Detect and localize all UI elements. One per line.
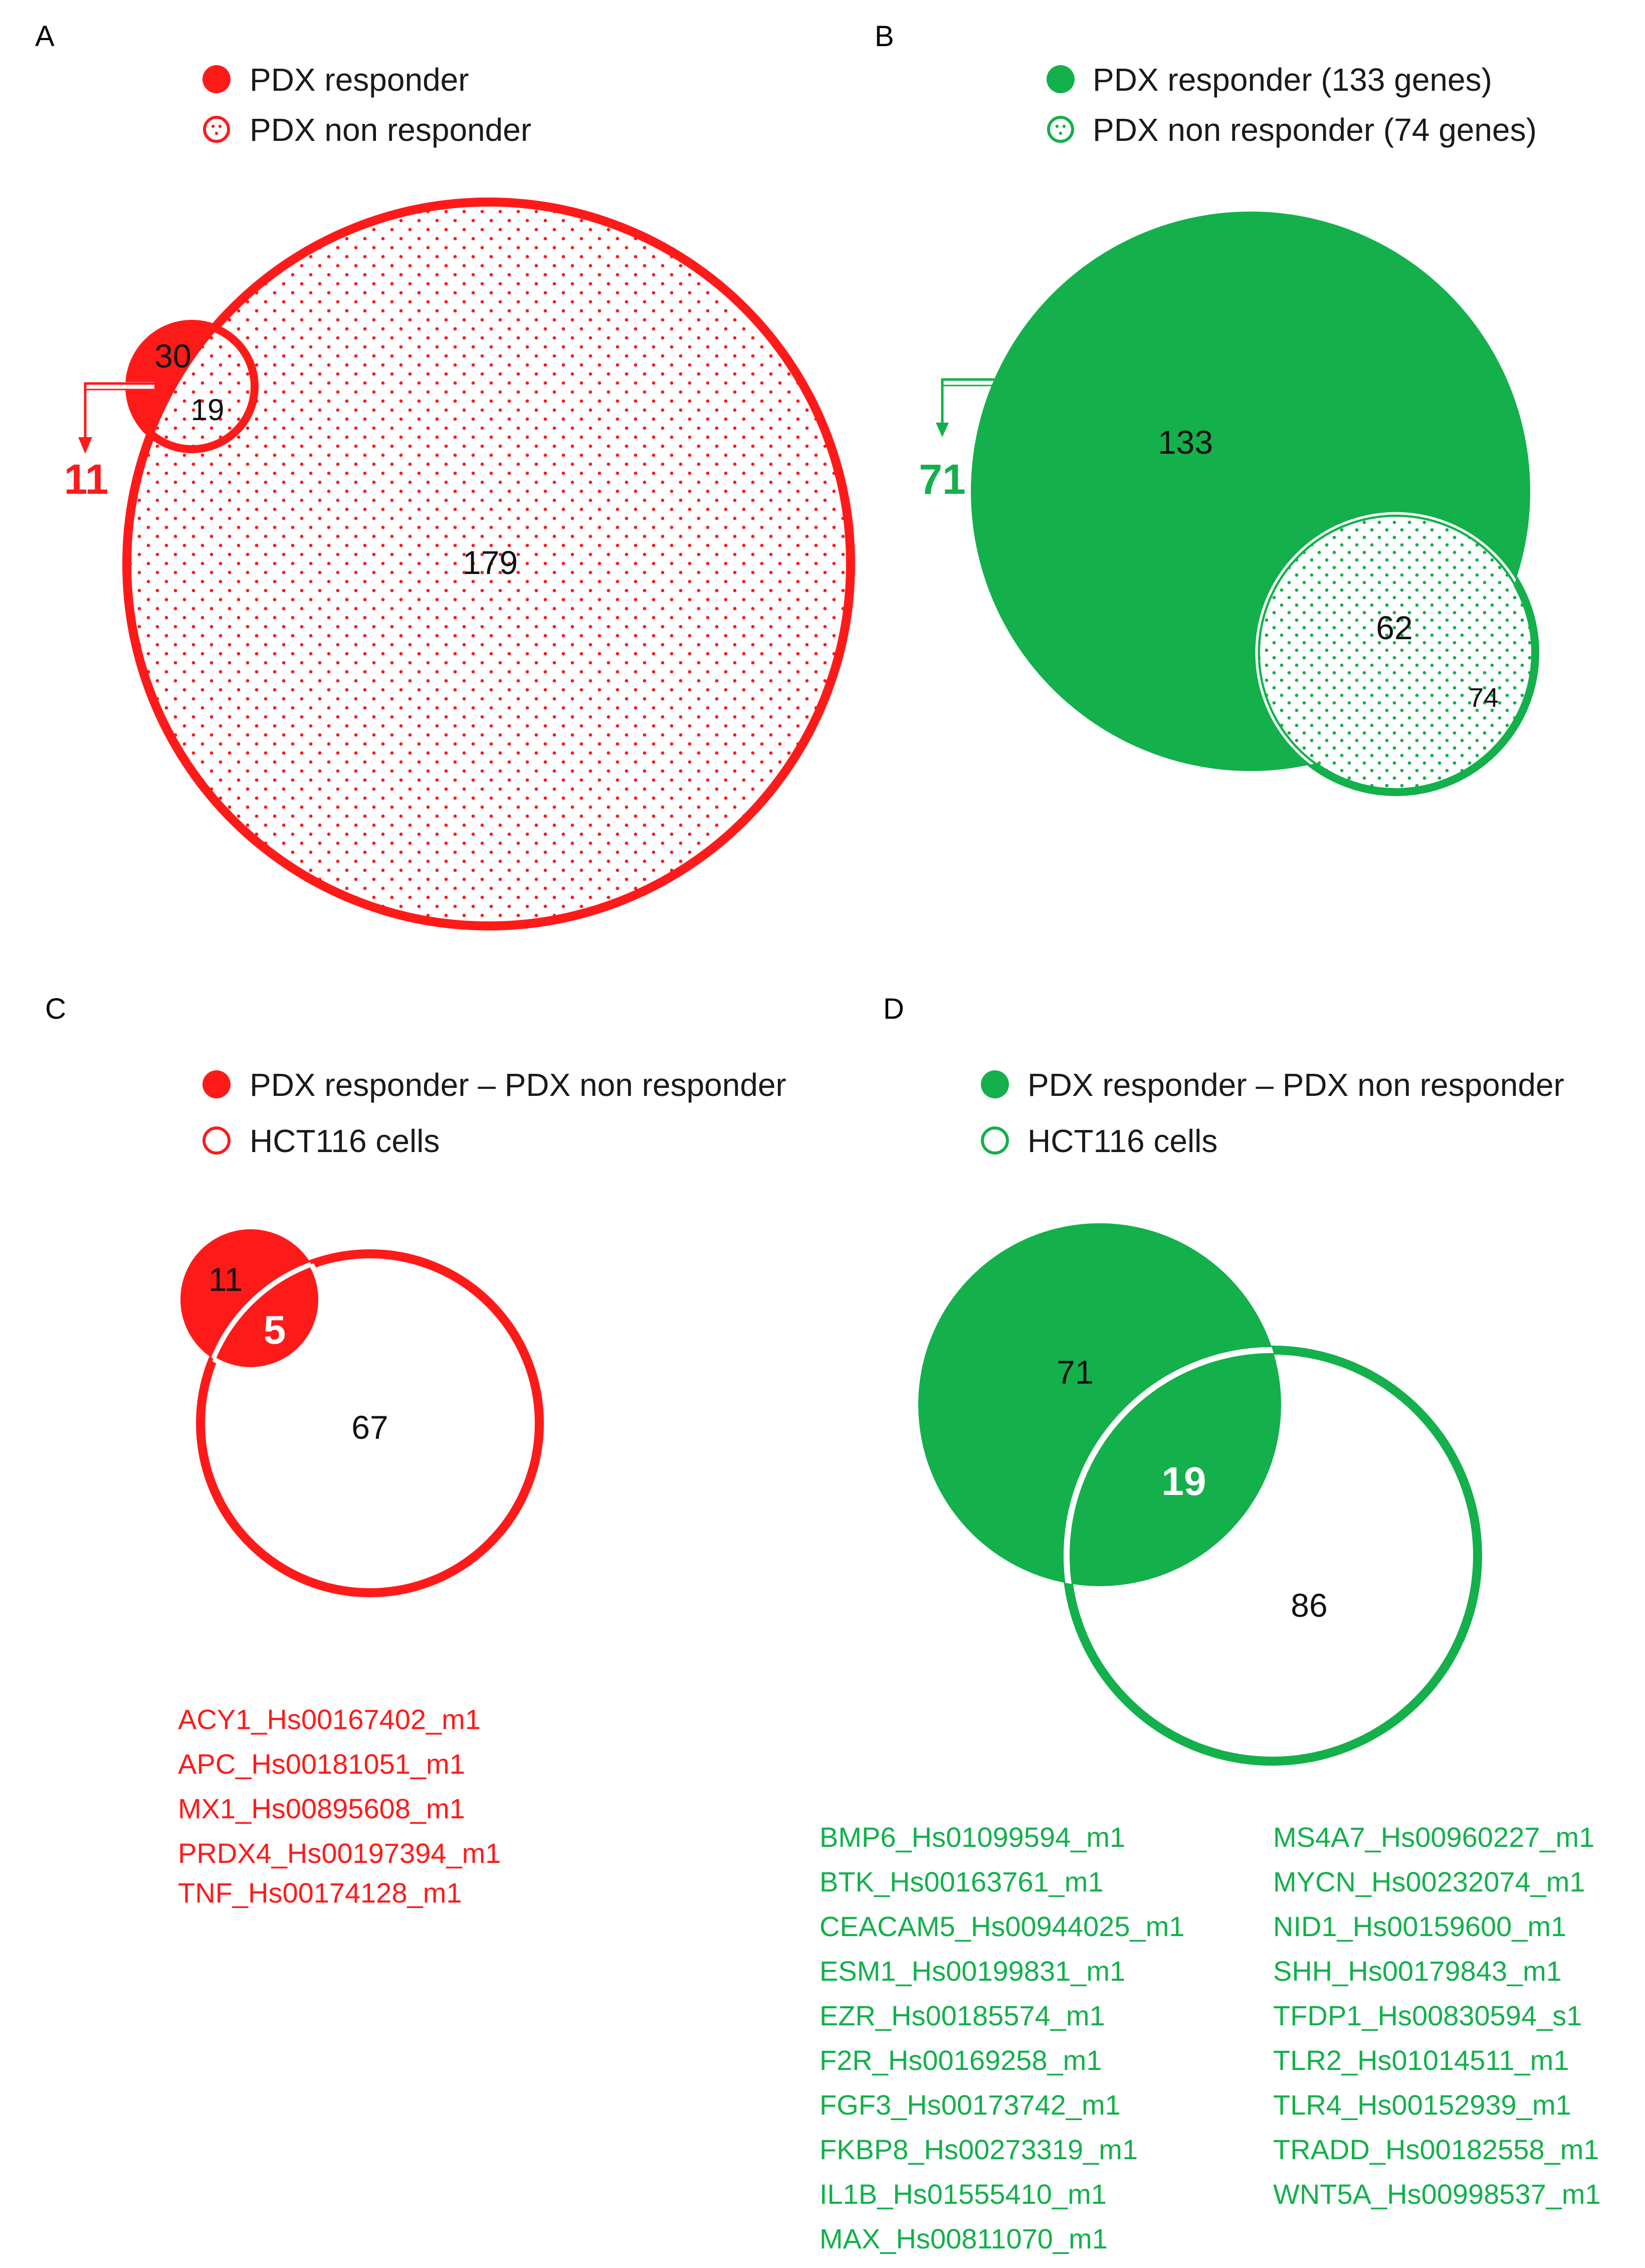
filled-circle-icon — [981, 1070, 1009, 1098]
gene-list-c: ACY1_Hs00167402_m1 APC_Hs00181051_m1 MX1… — [178, 1704, 501, 1909]
list-item: EZR_Hs00185574_m1 — [819, 2000, 1105, 2031]
panel-letter-a: A — [35, 20, 55, 53]
dotted-circle-icon — [1047, 116, 1074, 143]
legend-d-item-hct116: HCT116 cells — [1027, 1123, 1217, 1159]
legend-b: PDX responder (133 genes) PDX non respon… — [1047, 62, 1537, 148]
count-responder: 133 — [1158, 424, 1213, 461]
legend-a: PDX responder PDX non responder — [202, 62, 531, 148]
list-item: TRADD_Hs00182558_m1 — [1273, 2134, 1599, 2165]
list-item: ESM1_Hs00199831_m1 — [819, 1955, 1125, 1987]
open-circle-icon — [981, 1126, 1009, 1155]
panel-letter-c: C — [45, 993, 66, 1025]
list-item: FGF3_Hs00173742_m1 — [819, 2089, 1121, 2121]
count-overlap: 19 — [191, 393, 225, 427]
filled-circle-icon — [202, 1070, 231, 1098]
legend-c-item-difference: PDX responder – PDX non responder — [250, 1067, 786, 1103]
legend-b-item-non-responder: PDX non responder (74 genes) — [1093, 112, 1537, 148]
list-item: MS4A7_Hs00960227_m1 — [1273, 1821, 1594, 1853]
list-item: BMP6_Hs01099594_m1 — [819, 1821, 1125, 1853]
venn-a: 30 19 179 11 — [64, 198, 855, 930]
legend-c-item-hct116: HCT116 cells — [250, 1123, 440, 1159]
venn-c: 11 5 67 — [180, 1229, 544, 1597]
filled-circle-icon — [202, 65, 231, 93]
list-item: TLR4_Hs00152939_m1 — [1273, 2089, 1571, 2121]
gene-list-d-col1: BMP6_Hs01099594_m1 BTK_Hs00163761_m1 CEA… — [819, 1821, 1184, 2254]
count-difference-only: 11 — [209, 1261, 243, 1298]
count-non-responder: 74 — [1469, 683, 1499, 713]
difference-circle — [918, 1223, 1281, 1586]
list-item: SHH_Hs00179843_m1 — [1273, 1955, 1562, 1987]
list-item: PRDX4_Hs00197394_m1 — [178, 1837, 501, 1869]
dotted-circle-icon — [203, 116, 230, 143]
list-item: IL1B_Hs01555410_m1 — [819, 2178, 1107, 2210]
count-hct116-only: 67 — [351, 1409, 388, 1446]
venn-d: 71 19 86 — [918, 1223, 1482, 1766]
list-item: MX1_Hs00895608_m1 — [178, 1793, 465, 1824]
callout-value-b: 71 — [919, 456, 965, 503]
panel-letter-d: D — [883, 993, 904, 1025]
legend-b-item-responder: PDX responder (133 genes) — [1093, 62, 1492, 98]
list-item: BTK_Hs00163761_m1 — [819, 1866, 1104, 1898]
list-item: TLR2_Hs01014511_m1 — [1273, 2044, 1569, 2076]
hct116-circle — [196, 1249, 544, 1597]
legend-a-item-non-responder: PDX non responder — [250, 112, 531, 148]
list-item: TFDP1_Hs00830594_s1 — [1273, 2000, 1582, 2031]
list-item: MYCN_Hs00232074_m1 — [1273, 1866, 1585, 1898]
count-responder-only: 30 — [154, 337, 191, 374]
legend-d: PDX responder – PDX non responder HCT116… — [981, 1067, 1564, 1159]
panel-a: A PDX responder PDX non responder 30 19 … — [35, 20, 855, 930]
legend-d-item-difference: PDX responder – PDX non responder — [1027, 1067, 1564, 1103]
panel-b: B PDX responder (133 genes) PDX non resp… — [875, 20, 1539, 796]
count-overlap: 62 — [1376, 609, 1412, 646]
panel-letter-b: B — [875, 20, 894, 53]
list-item: WNT5A_Hs00998537_m1 — [1273, 2178, 1601, 2210]
count-non-responder: 179 — [463, 544, 518, 581]
callout-value-a: 11 — [64, 456, 109, 503]
count-difference-only: 71 — [1057, 1354, 1093, 1391]
list-item: APC_Hs00181051_m1 — [178, 1748, 465, 1780]
non-responder-circle — [122, 198, 855, 930]
list-item: ACY1_Hs00167402_m1 — [178, 1704, 481, 1735]
gene-list-d-col2: MS4A7_Hs00960227_m1 MYCN_Hs00232074_m1 N… — [1273, 1821, 1601, 2210]
count-overlap: 5 — [264, 1307, 286, 1352]
list-item: MAX_Hs00811070_m1 — [819, 2223, 1108, 2254]
open-circle-icon — [202, 1126, 231, 1155]
list-item: CEACAM5_Hs00944025_m1 — [819, 1911, 1184, 1942]
filled-circle-icon — [1047, 65, 1075, 93]
callout-arrow-b — [936, 378, 1033, 437]
venn-b: 133 62 74 71 — [919, 212, 1539, 796]
list-item: NID1_Hs00159600_m1 — [1273, 1911, 1566, 1942]
list-item: FKBP8_Hs00273319_m1 — [819, 2134, 1138, 2165]
legend-c: PDX responder – PDX non responder HCT116… — [202, 1067, 786, 1159]
legend-a-item-responder: PDX responder — [250, 62, 469, 98]
list-item: F2R_Hs00169258_m1 — [819, 2044, 1102, 2076]
panel-c: C PDX responder – PDX non responder HCT1… — [45, 993, 786, 1909]
panel-d: D PDX responder – PDX non responder HCT1… — [819, 993, 1601, 2254]
callout-arrow-a — [78, 382, 154, 454]
list-item: TNF_Hs00174128_m1 — [178, 1877, 462, 1909]
count-overlap: 19 — [1162, 1459, 1206, 1503]
count-hct116-only: 86 — [1291, 1587, 1327, 1624]
